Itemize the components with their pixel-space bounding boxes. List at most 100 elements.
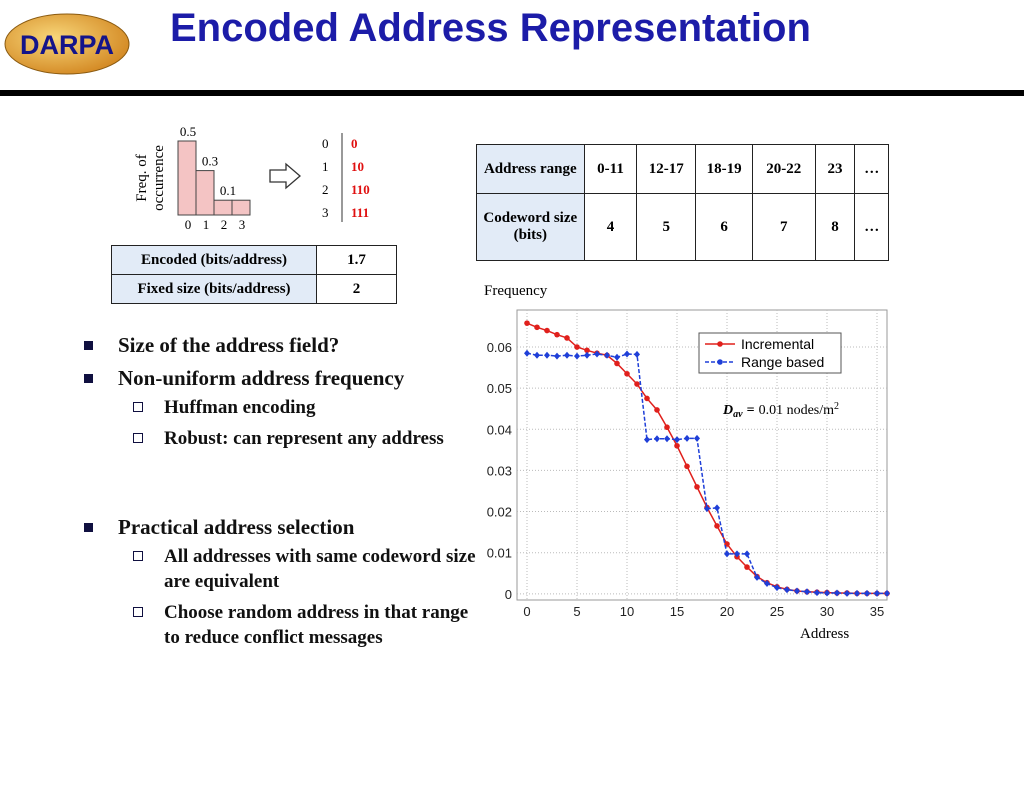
hist-y-label: Freq. of [134, 154, 150, 202]
hist-y-label: occurrence [151, 145, 167, 211]
point [734, 550, 740, 558]
bullet: Practical address selection [84, 515, 354, 540]
x-axis-label: Address [800, 626, 849, 642]
point [604, 351, 610, 359]
legend-marker [717, 341, 723, 347]
cell: 12-17 [636, 144, 697, 194]
cell: 6 [695, 193, 754, 261]
hist-value-label: 0.5 [180, 124, 196, 139]
point [534, 351, 540, 359]
bullet: Size of the address field? [84, 333, 339, 358]
point [584, 347, 590, 354]
point [534, 324, 540, 331]
point [694, 484, 700, 490]
y-axis-label: Frequency [484, 283, 548, 299]
point [744, 564, 750, 570]
legend-label: Range based [741, 354, 824, 370]
bullet-marker [84, 374, 93, 383]
x-tick-label: 5 [573, 604, 580, 619]
point [714, 504, 720, 512]
cell: Codeword size (bits) [476, 193, 585, 261]
arrow [269, 162, 301, 190]
sub-bullet-marker [133, 402, 143, 412]
legend-marker [717, 359, 723, 365]
point [784, 586, 790, 594]
point [774, 584, 780, 592]
hist-x-label: 0 [185, 217, 192, 232]
title: Encoded Address Representation [170, 6, 811, 50]
point [624, 350, 630, 358]
point [854, 589, 860, 597]
cell: Fixed size (bits/address) [111, 274, 317, 304]
sub-bullet: All addresses with same codeword size ar… [133, 544, 484, 594]
bits-table: Encoded (bits/address) 1.7 Fixed size (bi… [111, 245, 397, 304]
hist-bar [213, 199, 233, 216]
point [814, 589, 820, 597]
point [634, 350, 640, 358]
bullet-marker [84, 341, 93, 350]
codeword: 110 [351, 182, 370, 197]
point [574, 344, 580, 350]
point [584, 351, 590, 359]
codeword: 111 [351, 205, 369, 220]
point [824, 589, 830, 597]
point [674, 442, 680, 449]
hist-value-label: 0.1 [220, 183, 236, 198]
point [724, 550, 730, 558]
point [674, 436, 680, 444]
point [844, 589, 850, 597]
point [864, 589, 870, 597]
code-symbol: 3 [322, 205, 329, 220]
point [614, 353, 620, 361]
table-row: Codeword size (bits) 4 5 6 7 8… [476, 193, 889, 261]
cell: 0-11 [583, 144, 638, 194]
legend-box [698, 332, 842, 374]
cell: 23 [814, 144, 856, 194]
hist-value-label: 0.3 [202, 154, 218, 169]
point [614, 360, 620, 367]
annotation-part: av [733, 409, 743, 420]
hist-bar [195, 170, 215, 216]
point [554, 352, 560, 360]
cell: 20-22 [752, 144, 816, 194]
point [564, 351, 570, 359]
point [694, 434, 700, 442]
point [714, 523, 720, 529]
bullet: Non-uniform address frequency [84, 366, 404, 391]
legend-label: Incremental [741, 336, 814, 352]
annotation-part: 2 [834, 401, 839, 412]
point [574, 352, 580, 360]
point [594, 350, 600, 358]
cell: … [854, 144, 889, 194]
logo-globe [4, 13, 130, 75]
sub-bullet: Choose random address in that range to r… [133, 600, 484, 650]
point [524, 349, 530, 357]
cell: … [854, 193, 889, 261]
code-symbol: 0 [322, 136, 329, 151]
point [564, 335, 570, 341]
cell: 4 [583, 193, 638, 261]
point [524, 320, 530, 326]
hist-bar [231, 199, 251, 216]
point [794, 587, 800, 595]
point [664, 435, 670, 443]
point [654, 407, 660, 413]
y-tick-label: 0.02 [487, 505, 512, 520]
hist-x-label: 3 [239, 217, 246, 232]
hist-x-label: 1 [203, 217, 210, 232]
point [554, 331, 560, 338]
sub-bullet-marker [133, 433, 143, 443]
code-symbol: 2 [322, 182, 329, 197]
point [664, 424, 670, 431]
point [744, 550, 750, 558]
cell: 18-19 [695, 144, 754, 194]
point [764, 580, 770, 588]
point [544, 327, 550, 334]
y-tick-label: 0.03 [487, 463, 512, 478]
title-rule [0, 90, 1024, 96]
x-tick-label: 10 [620, 604, 634, 619]
point [804, 588, 810, 596]
y-tick-label: 0.06 [487, 340, 512, 355]
point [874, 589, 880, 597]
